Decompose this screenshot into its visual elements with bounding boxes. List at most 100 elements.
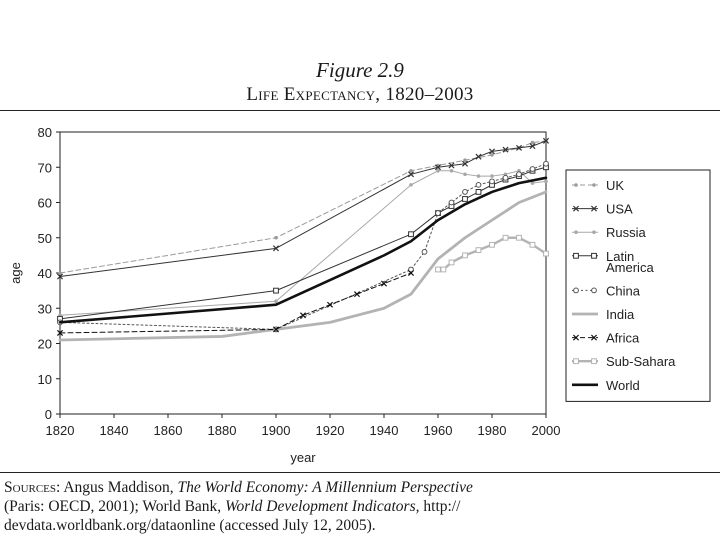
sources-note: Sources: Angus Maddison, The World Econo… [4,478,718,535]
marker-stroke [502,146,509,153]
marker-stroke [590,205,598,212]
data-point-sub-sahara [489,241,495,248]
marker-stroke [475,153,482,160]
x-tick-label: 1820 [46,423,75,438]
x-tick-label: 1840 [100,423,129,438]
legend-marker [573,287,579,294]
legend-marker [592,230,596,234]
legend-item-uk: UK [572,178,624,193]
legend-marker [591,287,597,294]
marker-stroke [380,280,388,287]
marker-stroke [353,291,361,298]
data-point-uk [58,271,62,275]
marker-stroke [448,162,455,169]
legend-item-russia: Russia [572,225,647,240]
data-point-sub-sahara [440,266,447,273]
marker-stroke [407,171,415,178]
legend-label: UK [606,178,624,193]
data-point-russia [544,179,548,184]
data-point-russia [449,168,454,173]
sources-link-start: http:// [423,498,461,515]
x-tick-label: 1900 [262,423,291,438]
series-sub-sahara [435,234,549,273]
data-point-africa [353,291,361,298]
marker-stroke [56,273,64,280]
legend-label: China [606,283,641,298]
top-rule [0,110,720,111]
y-tick-label: 40 [38,266,52,281]
series-line-world [58,176,548,324]
data-point-usa [488,148,496,155]
data-point-usa [407,171,415,178]
data-point-usa [448,162,455,169]
series-line-africa [59,272,412,334]
data-point-uk [490,153,494,157]
data-point-usa [515,144,523,151]
marker-stroke [572,205,580,212]
series-usa [56,137,550,280]
data-point-russia [490,174,494,178]
legend-item-africa: Africa [572,331,640,346]
sources-link: devdata.worldbank.org/dataonline [4,517,216,534]
legend-label: Russia [606,225,647,240]
x-tick-label: 1940 [370,423,399,438]
series-latin-america [57,164,549,322]
data-point-china [489,178,495,185]
legend-label: Latin [606,249,634,264]
data-point-sub-sahara [516,234,522,241]
data-point-china [408,266,414,273]
legend-item-china: China [572,283,641,298]
legend-marker [574,230,578,234]
data-point-china [435,210,441,216]
data-point-latin-america [273,287,279,294]
sources-author: Angus Maddison, [63,479,174,496]
series-line-latin-america [59,166,547,320]
sources-accessed: (accessed July 12, 2005). [219,517,376,534]
legend-label: Sub-Sahara [606,354,676,369]
legend-marker [572,334,580,341]
legend-marker [590,334,598,341]
life-expectancy-chart: 0 10 20 30 40 50 60 70 80 1820 1840 1860 1880 1900 192… [8,125,711,465]
data-point-russia [274,299,278,303]
y-tick-label: 80 [38,125,52,140]
marker-stroke [299,312,307,319]
sources-report-title: World Development Indicators, [225,498,420,515]
series-line-usa [59,140,547,278]
figure-title: Life Expectancy, 1820–2003 [246,84,474,105]
y-tick-label: 60 [38,196,52,211]
marker-stroke [56,329,64,336]
data-point-china [502,174,509,181]
data-point-usa [272,245,280,252]
series-africa [56,269,415,336]
y-axis-label: age [8,262,23,284]
data-point-sub-sahara [543,250,549,257]
marker-stroke [434,164,442,171]
legend-label: America [606,260,654,275]
legend-marker [591,252,597,259]
series-world [58,176,548,324]
data-point-sub-sahara [529,241,536,248]
marker-stroke [272,326,280,333]
data-point-latin-america [475,189,482,195]
figure-label: Figure 2.9 [316,58,404,82]
marker-stroke [542,137,550,144]
sources-publisher: (Paris: OECD, 2001); World Bank, [4,498,222,515]
x-tick-label: 1960 [424,423,453,438]
marker-stroke [572,334,580,341]
x-axis-label: year [290,450,316,465]
data-point-china [448,199,455,206]
data-point-sub-sahara [502,234,509,241]
series-india [58,190,548,342]
legend-label: USA [606,202,633,217]
marker-stroke [515,144,523,151]
series-line-india [58,190,548,342]
data-point-africa [272,326,280,333]
x-tick-label: 1920 [316,423,345,438]
legend-label: World [606,378,640,393]
marker-stroke [272,245,280,252]
data-point-usa [434,164,442,171]
legend-item-india: India [572,307,635,322]
legend-marker [573,358,579,365]
marker-stroke [590,334,598,341]
data-point-usa [475,153,482,160]
